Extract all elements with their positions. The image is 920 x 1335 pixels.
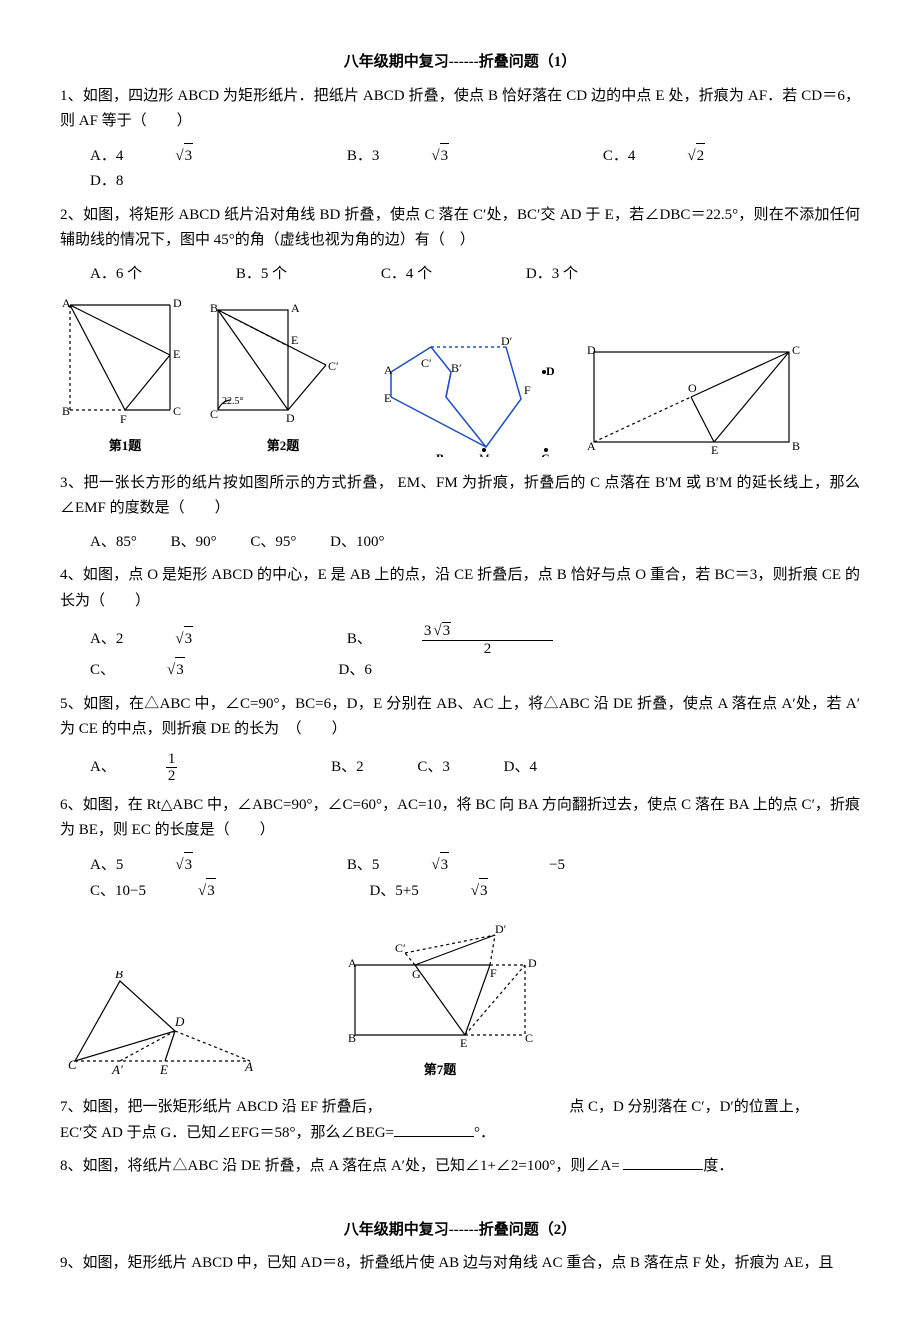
figure-row-2: B C D A A′ E A B C D E F G C′ D′ 第7题 xyxy=(60,925,860,1082)
question-8: 8、如图，将纸片△ABC 沿 DE 折叠，点 A 落在点 A′处，已知∠1+∠2… xyxy=(60,1154,860,1180)
svg-text:A: A xyxy=(244,1059,253,1074)
q3-opt-a: A、85° xyxy=(90,530,137,556)
svg-text:D: D xyxy=(173,296,182,310)
figure-2-label: 第2题 xyxy=(208,435,358,457)
svg-text:C: C xyxy=(173,404,181,418)
q3-opt-b: B、90° xyxy=(171,530,217,556)
q1-opt-d: D．8 xyxy=(90,169,123,195)
figure-1-label: 第1题 xyxy=(60,435,190,457)
svg-text:G: G xyxy=(412,967,421,981)
question-6: 6、如图，在 Rt△ABC 中，∠ABC=90°，∠C=60°，AC=10，将 … xyxy=(60,793,860,844)
svg-text:C: C xyxy=(541,451,550,457)
svg-text:F: F xyxy=(524,383,531,397)
svg-text:E: E xyxy=(159,1062,168,1077)
svg-text:A: A xyxy=(587,439,596,453)
svg-text:B: B xyxy=(792,439,800,453)
figure-q1: A D E C B F xyxy=(60,295,190,425)
svg-text:D′: D′ xyxy=(495,925,507,936)
question-4: 4、如图，点 O 是矩形 ABCD 的中心，E 是 AB 上的点，沿 CE 折叠… xyxy=(60,563,860,614)
q5-options: A、12 B、2 C、3 D、4 xyxy=(60,751,860,785)
svg-text:B: B xyxy=(436,451,444,457)
svg-text:C: C xyxy=(68,1057,77,1072)
q6-opt-d: D、5+53 xyxy=(369,878,588,905)
svg-text:B: B xyxy=(115,971,123,981)
svg-text:E: E xyxy=(291,333,298,347)
page-title-1: 八年级期中复习------折叠问题（1） xyxy=(60,50,860,76)
q4-options: A、23 B、332 C、3 D、6 xyxy=(60,622,860,684)
svg-text:D: D xyxy=(587,343,596,357)
q2-opt-d: D．3 个 xyxy=(526,262,578,288)
svg-text:B: B xyxy=(210,301,218,315)
q1-options: A．43 B．33 C．42 D．8 xyxy=(60,143,860,195)
q1-opt-b: B．33 xyxy=(347,143,549,170)
q1-opt-c: C．42 xyxy=(603,143,805,170)
question-3: 3、把一张长方形的纸片按如图所示的方式折叠， EM、FM 为折痕，折叠后的 C … xyxy=(60,471,860,522)
figure-q2: B A C D E C′ 22.5° xyxy=(208,300,358,425)
question-5: 5、如图，在△ABC 中，∠C=90°，BC=6，D，E 分别在 AB、AC 上… xyxy=(60,692,860,743)
svg-text:22.5°: 22.5° xyxy=(222,396,244,407)
svg-text:M: M xyxy=(479,451,490,457)
q3-options: A、85° B、90° C、95° D、100° xyxy=(60,530,860,556)
question-7: 7、如图，把一张矩形纸片 ABCD 沿 EF 折叠后， 点 C，D 分别落在 C… xyxy=(60,1095,860,1146)
svg-text:E: E xyxy=(384,391,391,405)
q4-opt-b: B、332 xyxy=(347,622,653,657)
question-9: 9、如图，矩形纸片 ABCD 中，已知 AD＝8，折叠纸片使 AB 边与对角线 … xyxy=(60,1251,860,1277)
svg-text:D: D xyxy=(546,364,555,378)
svg-text:C: C xyxy=(792,343,800,357)
svg-text:C′: C′ xyxy=(328,359,339,373)
q6-opt-b: B、53−5 xyxy=(347,852,615,879)
svg-text:C′: C′ xyxy=(421,356,432,370)
q6-opt-a: A、53 xyxy=(90,852,293,879)
q2-opt-b: B．5 个 xyxy=(236,262,287,288)
q8-blank xyxy=(623,1169,703,1170)
q1-opt-a: A．43 xyxy=(90,143,293,170)
svg-text:C: C xyxy=(210,407,218,421)
svg-text:B: B xyxy=(62,404,70,418)
question-2: 2、如图，将矩形 ABCD 纸片沿对角线 BD 折叠，使点 C 落在 C′处，B… xyxy=(60,203,860,254)
svg-text:D: D xyxy=(174,1014,185,1029)
svg-text:D: D xyxy=(286,411,295,425)
q4-opt-a: A、23 xyxy=(90,626,293,653)
q6-opt-c: C、10−53 xyxy=(90,878,316,905)
svg-text:A′: A′ xyxy=(111,1062,123,1077)
svg-text:E: E xyxy=(711,443,718,457)
svg-text:E: E xyxy=(460,1036,467,1050)
svg-text:A: A xyxy=(384,363,393,377)
svg-text:A: A xyxy=(291,301,300,315)
question-1: 1、如图，四边形 ABCD 为矩形纸片．把纸片 ABCD 折叠，使点 B 恰好落… xyxy=(60,84,860,135)
q5-opt-c: C、3 xyxy=(417,755,450,781)
svg-text:B: B xyxy=(348,1031,356,1045)
figure-7-label: 第7题 xyxy=(340,1059,540,1081)
q4-opt-c: C、3 xyxy=(90,657,285,684)
figure-q6: B C D A A′ E xyxy=(60,971,260,1081)
svg-text:B′: B′ xyxy=(451,361,462,375)
q4-opt-d: D、6 xyxy=(339,658,372,684)
q2-options: A．6 个 B．5 个 C．4 个 D．3 个 xyxy=(60,262,860,288)
figure-row-1: A D E C B F 第1题 B A C D E C′ 22.5° 第2题 A B′ C′ D… xyxy=(60,295,860,457)
q2-opt-c: C．4 个 xyxy=(381,262,432,288)
q3-opt-c: C、95° xyxy=(250,530,296,556)
figure-q3: A B′ C′ D′ E F M B C D xyxy=(376,337,566,457)
q5-opt-d: D、4 xyxy=(504,755,537,781)
q5-opt-a: A、12 xyxy=(90,751,277,785)
svg-text:O: O xyxy=(688,381,697,395)
figure-q7: A B C D E F G C′ D′ xyxy=(340,925,540,1050)
q2-opt-a: A．6 个 xyxy=(90,262,142,288)
q5-opt-b: B、2 xyxy=(331,755,364,781)
figure-q4: D C A B E O xyxy=(584,342,804,457)
svg-text:C: C xyxy=(525,1031,533,1045)
svg-text:F: F xyxy=(490,966,497,980)
page-title-2: 八年级期中复习------折叠问题（2） xyxy=(60,1218,860,1244)
q3-opt-d: D、100° xyxy=(330,530,384,556)
svg-text:A: A xyxy=(348,956,357,970)
svg-text:E: E xyxy=(173,347,180,361)
svg-text:D: D xyxy=(528,956,537,970)
svg-text:A: A xyxy=(62,296,71,310)
svg-text:C′: C′ xyxy=(395,941,406,955)
q6-options: A、53 B、53−5 C、10−53 D、5+53 xyxy=(60,852,860,905)
svg-text:D′: D′ xyxy=(501,337,513,348)
q7-blank xyxy=(394,1136,474,1137)
svg-text:F: F xyxy=(120,412,127,425)
